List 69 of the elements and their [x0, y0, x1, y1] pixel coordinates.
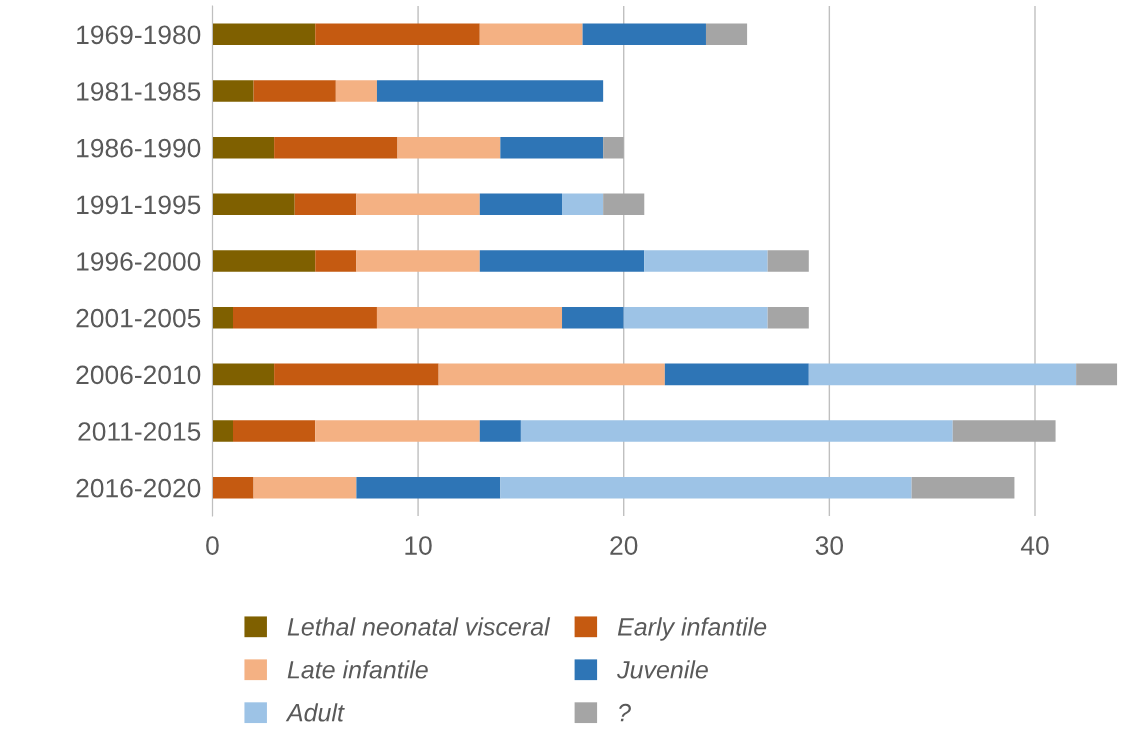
legend-label: Early infantile: [617, 617, 767, 641]
bar: [582, 23, 706, 46]
bar: [356, 476, 501, 499]
bar: [479, 250, 645, 272]
bar: [315, 420, 480, 442]
bar: [644, 250, 768, 272]
bar: [212, 420, 233, 442]
bar: [500, 136, 604, 159]
bar: [500, 476, 912, 499]
bar: [520, 420, 953, 442]
x-tick-label: 20: [610, 536, 638, 555]
bar: [274, 136, 398, 159]
bar: [212, 363, 275, 386]
bar: [479, 420, 521, 442]
legend-label: ?: [619, 703, 631, 722]
x-tick-label: 0: [206, 536, 219, 555]
bar: [603, 193, 645, 216]
y-tick-label: 2001-2005: [76, 308, 201, 328]
bar: [294, 193, 357, 216]
bar: [562, 193, 604, 216]
y-tick-label: 1969-1980: [77, 25, 201, 45]
bar: [1076, 363, 1118, 386]
y-tick-label: 2006-2010: [76, 365, 201, 385]
legend-label: Late infantile: [287, 660, 428, 679]
y-tick-label: 1986-1990: [77, 138, 201, 158]
bar: [253, 476, 357, 499]
bar: [315, 250, 357, 272]
bar: [212, 250, 316, 272]
bar: [212, 80, 254, 102]
y-tick-label: 1991-1995: [77, 195, 201, 215]
bar: [479, 193, 563, 216]
y-tick-label: 2016-2020: [76, 478, 201, 498]
bar: [397, 136, 501, 159]
bar: [335, 80, 377, 102]
x-tick-label: 30: [815, 536, 843, 555]
bar: [212, 23, 316, 46]
bar: [767, 306, 809, 329]
bar: [356, 193, 480, 216]
x-tick-label: 10: [405, 536, 432, 555]
y-tick-label: 1981-1985: [77, 82, 201, 101]
bar: [664, 363, 809, 386]
bar: [479, 23, 583, 46]
bar: [233, 420, 316, 442]
bar: [212, 306, 233, 329]
x-tick-label: 40: [1020, 536, 1049, 555]
bar: [376, 80, 604, 102]
bar: [356, 250, 480, 272]
bar: [212, 136, 275, 159]
bar: [253, 80, 336, 102]
bar: [623, 306, 768, 329]
legend-label: Lethal neonatal visceral: [287, 617, 551, 636]
y-tick-label: 1996-2000: [77, 252, 201, 271]
legend-label: Juvenile: [617, 660, 708, 679]
bar: [315, 23, 480, 46]
bar: [233, 306, 377, 329]
bar: [376, 306, 563, 329]
bar: [562, 306, 624, 329]
legend-label: Adult: [285, 703, 345, 722]
bar: [274, 363, 439, 386]
y-tick-label: 2011-2015: [78, 422, 201, 441]
bar: [438, 363, 665, 386]
bar: [603, 136, 624, 159]
bar: [767, 250, 809, 272]
bar: [705, 23, 748, 46]
bar: [952, 420, 1056, 442]
bar: [212, 476, 254, 499]
bar: [911, 476, 1015, 499]
bar: [808, 363, 1077, 386]
bar: [212, 193, 295, 216]
